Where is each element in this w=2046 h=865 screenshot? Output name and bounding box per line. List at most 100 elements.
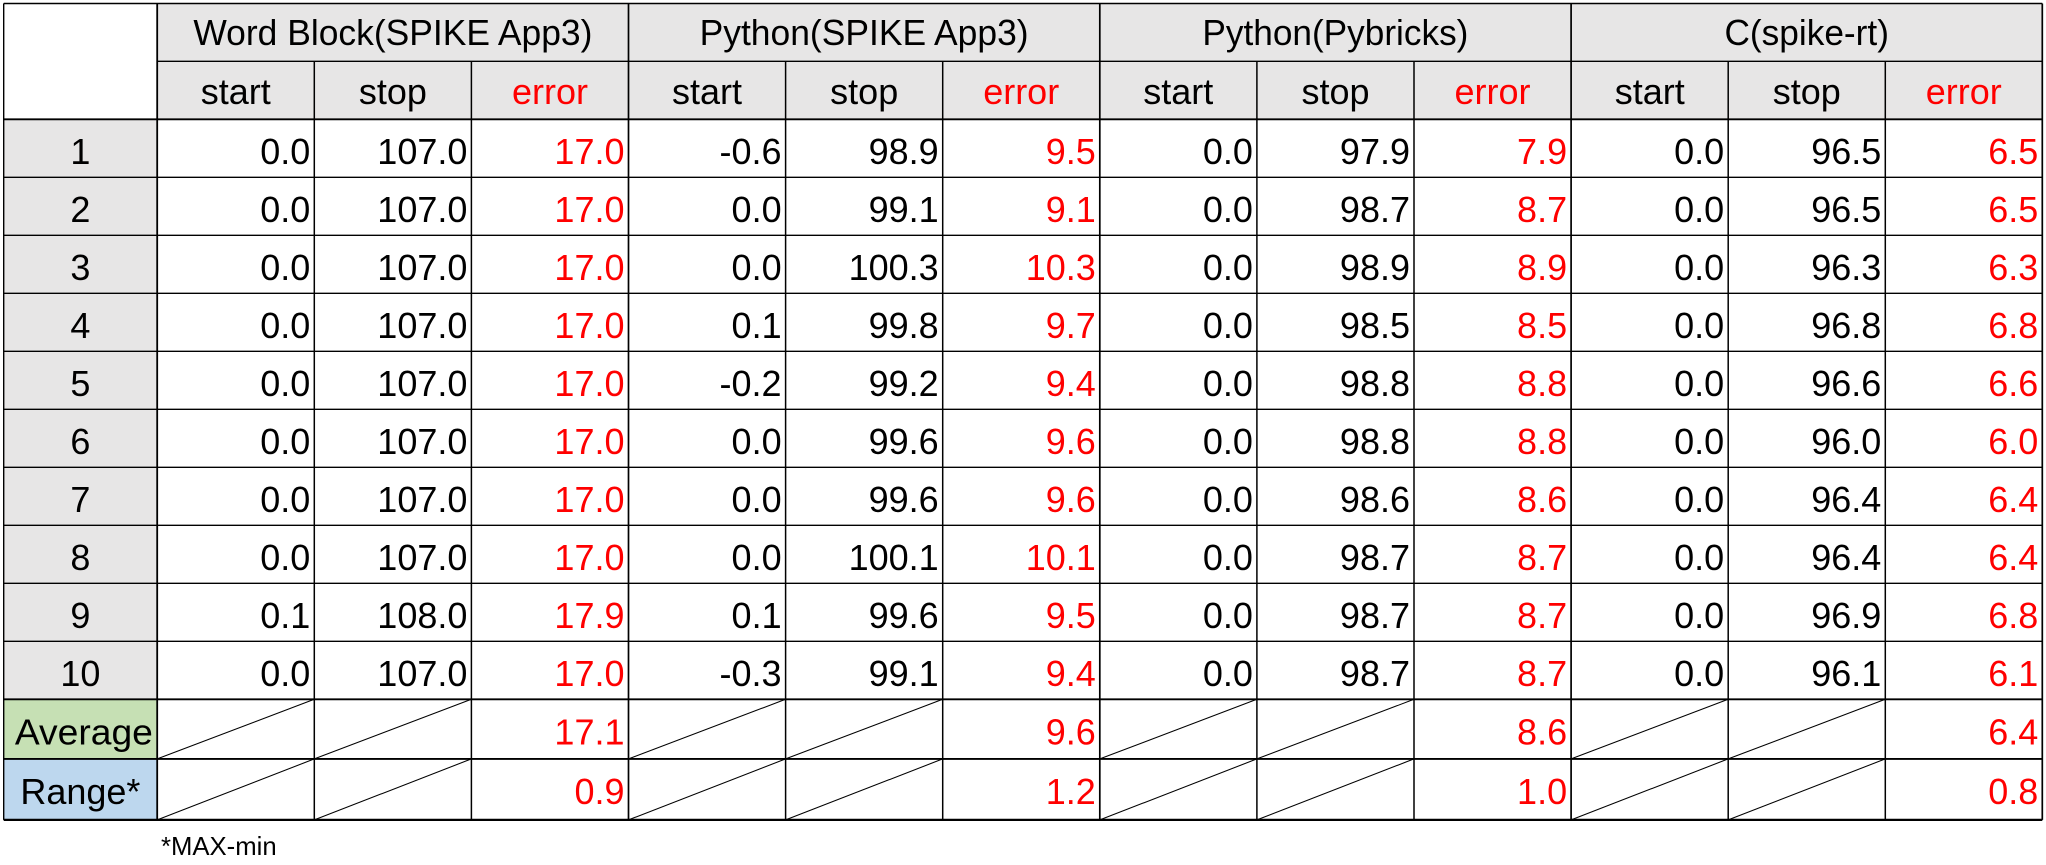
svg-text:-0.3: -0.3: [720, 653, 782, 694]
svg-text:0.0: 0.0: [732, 189, 782, 230]
svg-text:9.5: 9.5: [1046, 131, 1096, 172]
svg-text:8.8: 8.8: [1517, 363, 1567, 404]
svg-text:0.0: 0.0: [1203, 189, 1253, 230]
svg-text:8.6: 8.6: [1517, 712, 1567, 753]
svg-text:96.5: 96.5: [1811, 189, 1881, 230]
svg-text:0.0: 0.0: [732, 479, 782, 520]
svg-text:96.6: 96.6: [1811, 363, 1881, 404]
svg-text:98.6: 98.6: [1340, 479, 1410, 520]
svg-text:0.0: 0.0: [260, 131, 310, 172]
svg-text:6.8: 6.8: [1988, 595, 2038, 636]
svg-text:98.8: 98.8: [1340, 363, 1410, 404]
svg-text:0.0: 0.0: [260, 363, 310, 404]
svg-text:stop: stop: [359, 71, 427, 112]
svg-text:6.5: 6.5: [1988, 189, 2038, 230]
svg-text:0.0: 0.0: [260, 305, 310, 346]
svg-text:98.5: 98.5: [1340, 305, 1410, 346]
svg-text:107.0: 107.0: [377, 653, 467, 694]
svg-text:0.0: 0.0: [1203, 421, 1253, 462]
svg-text:6.4: 6.4: [1988, 479, 2038, 520]
svg-text:error: error: [512, 71, 588, 112]
svg-text:0.0: 0.0: [1674, 363, 1724, 404]
svg-text:0.0: 0.0: [1203, 479, 1253, 520]
svg-text:9.1: 9.1: [1046, 189, 1096, 230]
svg-text:Python(SPIKE App3): Python(SPIKE App3): [700, 12, 1029, 53]
svg-text:99.6: 99.6: [869, 479, 939, 520]
svg-text:107.0: 107.0: [377, 363, 467, 404]
svg-text:6.5: 6.5: [1988, 131, 2038, 172]
svg-text:0.0: 0.0: [732, 247, 782, 288]
svg-text:6.8: 6.8: [1988, 305, 2038, 346]
svg-text:0.0: 0.0: [260, 247, 310, 288]
svg-text:98.7: 98.7: [1340, 595, 1410, 636]
svg-text:0.1: 0.1: [732, 595, 782, 636]
svg-text:0.0: 0.0: [1203, 363, 1253, 404]
svg-text:96.4: 96.4: [1811, 537, 1881, 578]
svg-text:6.1: 6.1: [1988, 653, 2038, 694]
svg-text:7: 7: [70, 479, 90, 520]
svg-text:6.4: 6.4: [1988, 712, 2038, 753]
svg-text:6.3: 6.3: [1988, 247, 2038, 288]
svg-text:stop: stop: [1301, 71, 1369, 112]
svg-text:17.9: 17.9: [554, 595, 624, 636]
svg-text:start: start: [1143, 71, 1213, 112]
svg-text:0.0: 0.0: [1674, 595, 1724, 636]
svg-text:-0.2: -0.2: [720, 363, 782, 404]
svg-text:107.0: 107.0: [377, 305, 467, 346]
svg-text:100.3: 100.3: [849, 247, 939, 288]
svg-text:107.0: 107.0: [377, 537, 467, 578]
svg-text:98.7: 98.7: [1340, 537, 1410, 578]
svg-text:9.6: 9.6: [1046, 712, 1096, 753]
svg-text:1: 1: [70, 131, 90, 172]
svg-text:0.1: 0.1: [260, 595, 310, 636]
svg-text:0.0: 0.0: [1674, 247, 1724, 288]
svg-text:Python(Pybricks): Python(Pybricks): [1202, 12, 1468, 53]
svg-text:99.6: 99.6: [869, 595, 939, 636]
svg-text:107.0: 107.0: [377, 131, 467, 172]
svg-text:1.0: 1.0: [1517, 771, 1567, 812]
svg-text:17.0: 17.0: [554, 247, 624, 288]
svg-text:Word Block(SPIKE App3): Word Block(SPIKE App3): [193, 12, 592, 53]
svg-text:Average: Average: [15, 712, 153, 753]
svg-text:8.7: 8.7: [1517, 595, 1567, 636]
svg-text:107.0: 107.0: [377, 247, 467, 288]
svg-text:6: 6: [70, 421, 90, 462]
svg-text:17.0: 17.0: [554, 189, 624, 230]
svg-text:99.1: 99.1: [869, 653, 939, 694]
svg-text:8: 8: [70, 537, 90, 578]
svg-text:17.0: 17.0: [554, 421, 624, 462]
svg-text:6.6: 6.6: [1988, 363, 2038, 404]
svg-text:17.1: 17.1: [554, 712, 624, 753]
svg-text:6.4: 6.4: [1988, 537, 2038, 578]
svg-text:9.6: 9.6: [1046, 421, 1096, 462]
svg-text:7.9: 7.9: [1517, 131, 1567, 172]
svg-text:start: start: [672, 71, 742, 112]
svg-text:107.0: 107.0: [377, 421, 467, 462]
svg-text:9.4: 9.4: [1046, 653, 1096, 694]
svg-text:8.7: 8.7: [1517, 537, 1567, 578]
svg-text:1.2: 1.2: [1046, 771, 1096, 812]
svg-text:0.0: 0.0: [1674, 305, 1724, 346]
svg-text:0.0: 0.0: [260, 421, 310, 462]
svg-text:8.9: 8.9: [1517, 247, 1567, 288]
svg-text:0.0: 0.0: [732, 421, 782, 462]
svg-text:98.7: 98.7: [1340, 653, 1410, 694]
svg-text:98.7: 98.7: [1340, 189, 1410, 230]
svg-text:-0.6: -0.6: [720, 131, 782, 172]
svg-text:0.0: 0.0: [260, 537, 310, 578]
svg-text:0.0: 0.0: [1674, 537, 1724, 578]
svg-text:96.4: 96.4: [1811, 479, 1881, 520]
svg-text:10.1: 10.1: [1026, 537, 1096, 578]
svg-text:96.0: 96.0: [1811, 421, 1881, 462]
svg-text:error: error: [983, 71, 1059, 112]
svg-text:9.4: 9.4: [1046, 363, 1096, 404]
svg-text:stop: stop: [1773, 71, 1841, 112]
svg-text:0.0: 0.0: [1674, 189, 1724, 230]
svg-text:5: 5: [70, 363, 90, 404]
svg-text:98.8: 98.8: [1340, 421, 1410, 462]
svg-text:0.0: 0.0: [1674, 653, 1724, 694]
svg-text:97.9: 97.9: [1340, 131, 1410, 172]
svg-text:start: start: [1615, 71, 1685, 112]
svg-text:17.0: 17.0: [554, 305, 624, 346]
svg-text:96.1: 96.1: [1811, 653, 1881, 694]
